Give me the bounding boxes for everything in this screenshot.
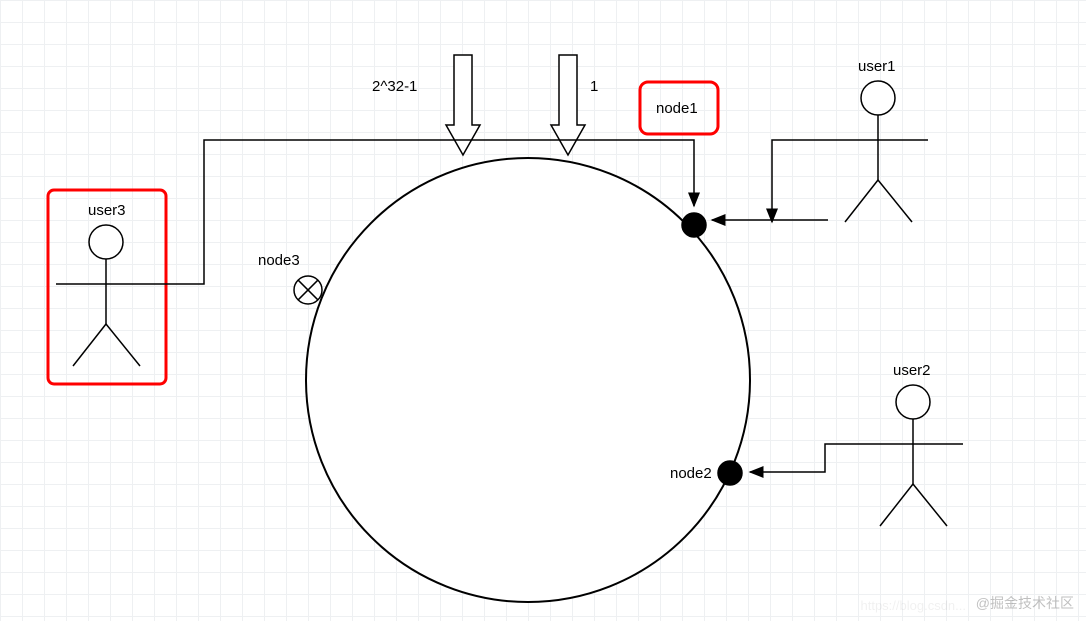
highlight-box [48, 190, 166, 384]
stick-figure-user2 [863, 385, 963, 526]
stick-figure-user1 [828, 81, 928, 222]
label-user3: user3 [88, 202, 126, 219]
node-node2 [718, 461, 742, 485]
stick-figure-user3 [56, 225, 156, 366]
watermark-faint: https://blog.csdn... [860, 598, 966, 613]
label-node2: node2 [670, 465, 712, 482]
diagram-svg [0, 0, 1086, 621]
node-node1 [682, 213, 706, 237]
watermark: @掘金技术社区 [976, 593, 1074, 613]
label-toparrow-0: 2^32-1 [372, 78, 417, 95]
label-node3: node3 [258, 252, 300, 269]
label-user1: user1 [858, 58, 896, 75]
connector [772, 140, 828, 222]
label-toparrow-1: 1 [590, 78, 598, 95]
connector [750, 444, 863, 472]
label-node1: node1 [656, 100, 698, 117]
label-user2: user2 [893, 362, 931, 379]
